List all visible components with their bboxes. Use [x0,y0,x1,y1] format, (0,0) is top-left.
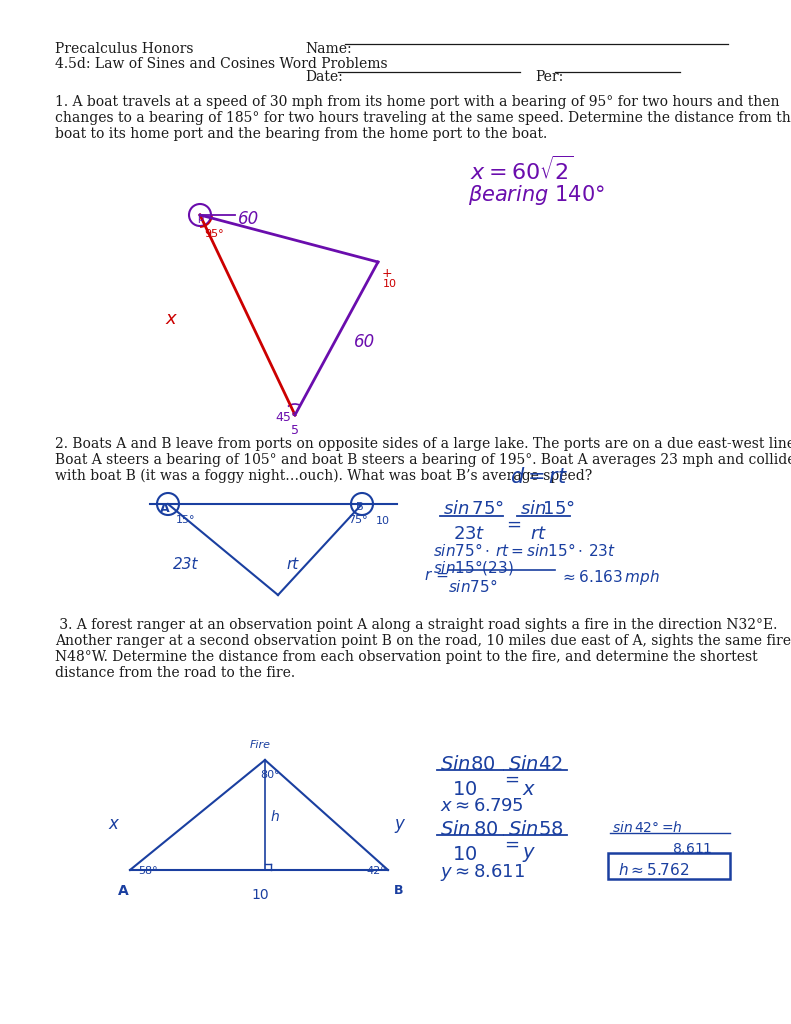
Text: 95°: 95° [204,229,224,239]
Text: Fire: Fire [250,740,271,750]
Text: $\mathit{\approx 6.163\,mph}$: $\mathit{\approx 6.163\,mph}$ [560,568,660,587]
Text: Another ranger at a second observation point B on the road, 10 miles due east of: Another ranger at a second observation p… [55,634,791,648]
Text: p: p [197,213,203,223]
Text: Name:: Name: [305,42,352,56]
Text: $\mathit{10}$: $\mathit{10}$ [452,845,478,864]
Text: =: = [506,516,521,534]
Text: 10: 10 [376,516,390,526]
Text: 10: 10 [383,279,397,289]
Text: Per:: Per: [535,70,563,84]
Text: =: = [504,771,519,790]
Text: $\mathit{23t}$: $\mathit{23t}$ [453,525,486,543]
Text: 60: 60 [238,210,259,228]
Text: changes to a bearing of 185° for two hours traveling at the same speed. Determin: changes to a bearing of 185° for two hou… [55,111,791,125]
Text: Boat A steers a bearing of 105° and boat B steers a bearing of 195°. Boat A aver: Boat A steers a bearing of 105° and boat… [55,453,791,467]
Text: boat to its home port and the bearing from the home port to the boat.: boat to its home port and the bearing fr… [55,127,547,141]
Text: 4.5d: Law of Sines and Cosines Word Problems: 4.5d: Law of Sines and Cosines Word Prob… [55,57,388,71]
Text: 75°: 75° [348,515,368,525]
Text: 10: 10 [251,888,269,902]
Text: Precalculus Honors: Precalculus Honors [55,42,194,56]
Text: r =: r = [425,568,448,583]
Text: $x=60\sqrt{2}$: $x=60\sqrt{2}$ [470,155,574,183]
Text: $\mathit{x}$: $\mathit{x}$ [522,780,536,799]
Text: B: B [394,884,403,897]
Text: $\mathit{y \approx 8.611}$: $\mathit{y \approx 8.611}$ [440,862,525,883]
FancyBboxPatch shape [608,853,730,879]
Text: 58°: 58° [138,866,157,876]
Text: h: h [271,810,280,824]
Text: $\beta earing\ 140°$: $\beta earing\ 140°$ [468,183,605,207]
Text: 60: 60 [354,333,375,351]
Text: B: B [356,502,364,512]
Text: 23t: 23t [173,557,199,572]
Text: $\mathit{sin15°(23)}$: $\mathit{sin15°(23)}$ [433,558,514,577]
Text: $\mathit{Sin42}$: $\mathit{Sin42}$ [508,755,563,774]
Text: 45°: 45° [275,411,297,424]
Text: $\mathit{sin\,75°}$: $\mathit{sin\,75°}$ [443,500,504,518]
Text: $\mathit{rt}$: $\mathit{rt}$ [530,525,547,543]
Text: 1. A boat travels at a speed of 30 mph from its home port with a bearing of 95° : 1. A boat travels at a speed of 30 mph f… [55,95,779,109]
Text: $\mathit{h}$: $\mathit{h}$ [672,820,682,835]
Text: distance from the road to the fire.: distance from the road to the fire. [55,666,295,680]
Text: $d=rt$: $d=rt$ [510,467,568,487]
Text: =: = [504,836,519,854]
Text: y: y [394,815,404,833]
Text: $\mathit{Sin\,80}$: $\mathit{Sin\,80}$ [440,820,498,839]
Text: A: A [118,884,129,898]
Text: $\mathit{Sin80}$: $\mathit{Sin80}$ [440,755,495,774]
Text: x: x [165,310,176,328]
Text: $\mathit{sin75°\cdot\,rt = sin15°\cdot\,23t}$: $\mathit{sin75°\cdot\,rt = sin15°\cdot\,… [433,542,616,559]
Text: N48°W. Determine the distance from each observation point to the fire, and deter: N48°W. Determine the distance from each … [55,650,758,664]
Text: 5: 5 [291,424,299,437]
Text: $\mathit{sin\!15°}$: $\mathit{sin\!15°}$ [520,500,575,518]
Text: 2. Boats A and B leave from ports on opposite sides of a large lake. The ports a: 2. Boats A and B leave from ports on opp… [55,437,791,451]
Text: $\mathit{sin\,42°=}$: $\mathit{sin\,42°=}$ [612,820,674,835]
Text: +: + [382,267,392,280]
Text: rt: rt [286,557,298,572]
Text: x: x [108,815,118,833]
Text: A: A [160,502,169,515]
Text: $\mathit{h \approx 5.762}$: $\mathit{h \approx 5.762}$ [618,862,689,878]
Text: 80°: 80° [260,770,280,780]
Text: with boat B (it was a foggy night…ouch). What was boat B’s average speed?: with boat B (it was a foggy night…ouch).… [55,469,592,483]
Text: $\mathit{10}$: $\mathit{10}$ [452,780,478,799]
Text: $\mathit{y}$: $\mathit{y}$ [522,845,536,864]
Text: $\mathit{sin75°}$: $\mathit{sin75°}$ [448,578,498,595]
Text: 3. A forest ranger at an observation point A along a straight road sights a fire: 3. A forest ranger at an observation poi… [55,618,778,632]
Text: $\mathit{Sin58}$: $\mathit{Sin58}$ [508,820,564,839]
Text: $\mathit{8.611}$: $\mathit{8.611}$ [672,842,713,856]
Text: 15°: 15° [176,515,195,525]
Text: $\mathit{x \approx 6.795}$: $\mathit{x \approx 6.795}$ [440,797,524,815]
Text: 42°: 42° [366,866,386,876]
Text: Date:: Date: [305,70,343,84]
